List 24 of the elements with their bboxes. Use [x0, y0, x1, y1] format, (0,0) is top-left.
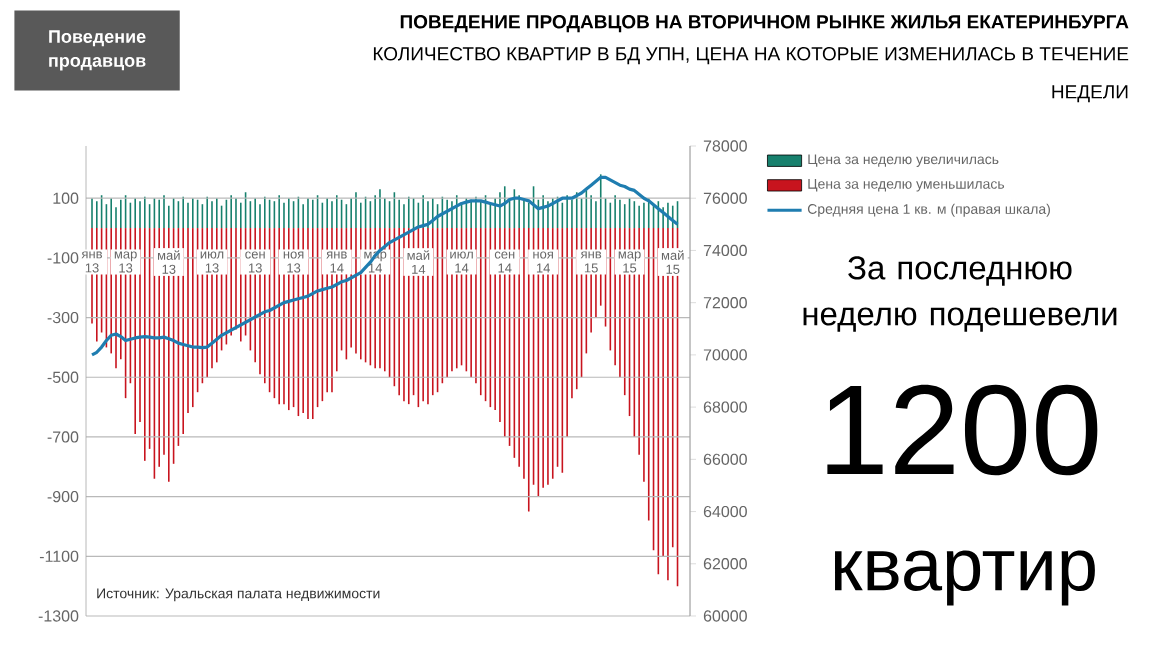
y-tick-label: -1100	[39, 550, 79, 562]
y2-tick-label: 68000	[703, 401, 747, 413]
text: 1200	[827, 384, 1098, 476]
y2-tick-label: 74000	[703, 244, 747, 257]
y-tick-label: -1300	[38, 610, 79, 622]
y2-tick-label: 78000	[703, 140, 747, 152]
y-tick-label: -700	[47, 431, 79, 443]
text: Поведение продавцов	[49, 30, 146, 71]
y2-tick-label: 62000	[703, 558, 747, 570]
y-tick-label: -900	[47, 490, 79, 503]
text: КОЛИЧЕСТВО КВАРТИР В БД УПН, ЦЕНА НА КОТОРЫЕ ИЗМЕНИЛАСЬ В ТЕЧЕНИЕ НЕДЕЛИ	[373, 47, 1129, 103]
y2-tick-label: 66000	[703, 453, 747, 465]
y2-tick-label: 60000	[703, 610, 747, 622]
y-tick-label: -100	[47, 252, 79, 264]
y-tick-label: 100	[53, 192, 79, 204]
y2-tick-label: 72000	[703, 297, 747, 309]
text: За последнюю неделю подешевели	[803, 256, 1117, 332]
y-tick-label: -500	[47, 371, 79, 383]
text: квартир	[835, 550, 1095, 606]
y-tick-label: -300	[47, 311, 79, 324]
y2-tick-label: 76000	[703, 192, 747, 204]
y2-tick-label: 70000	[703, 349, 747, 361]
text: ПОВЕДЕНИЕ ПРОДАВЦОВ НА ВТОРИЧНОМ РЫНКЕ ЖИЛЬЯ ЕКАТЕРИНБУРГА	[400, 15, 1129, 33]
y2-tick-label: 64000	[703, 505, 747, 518]
